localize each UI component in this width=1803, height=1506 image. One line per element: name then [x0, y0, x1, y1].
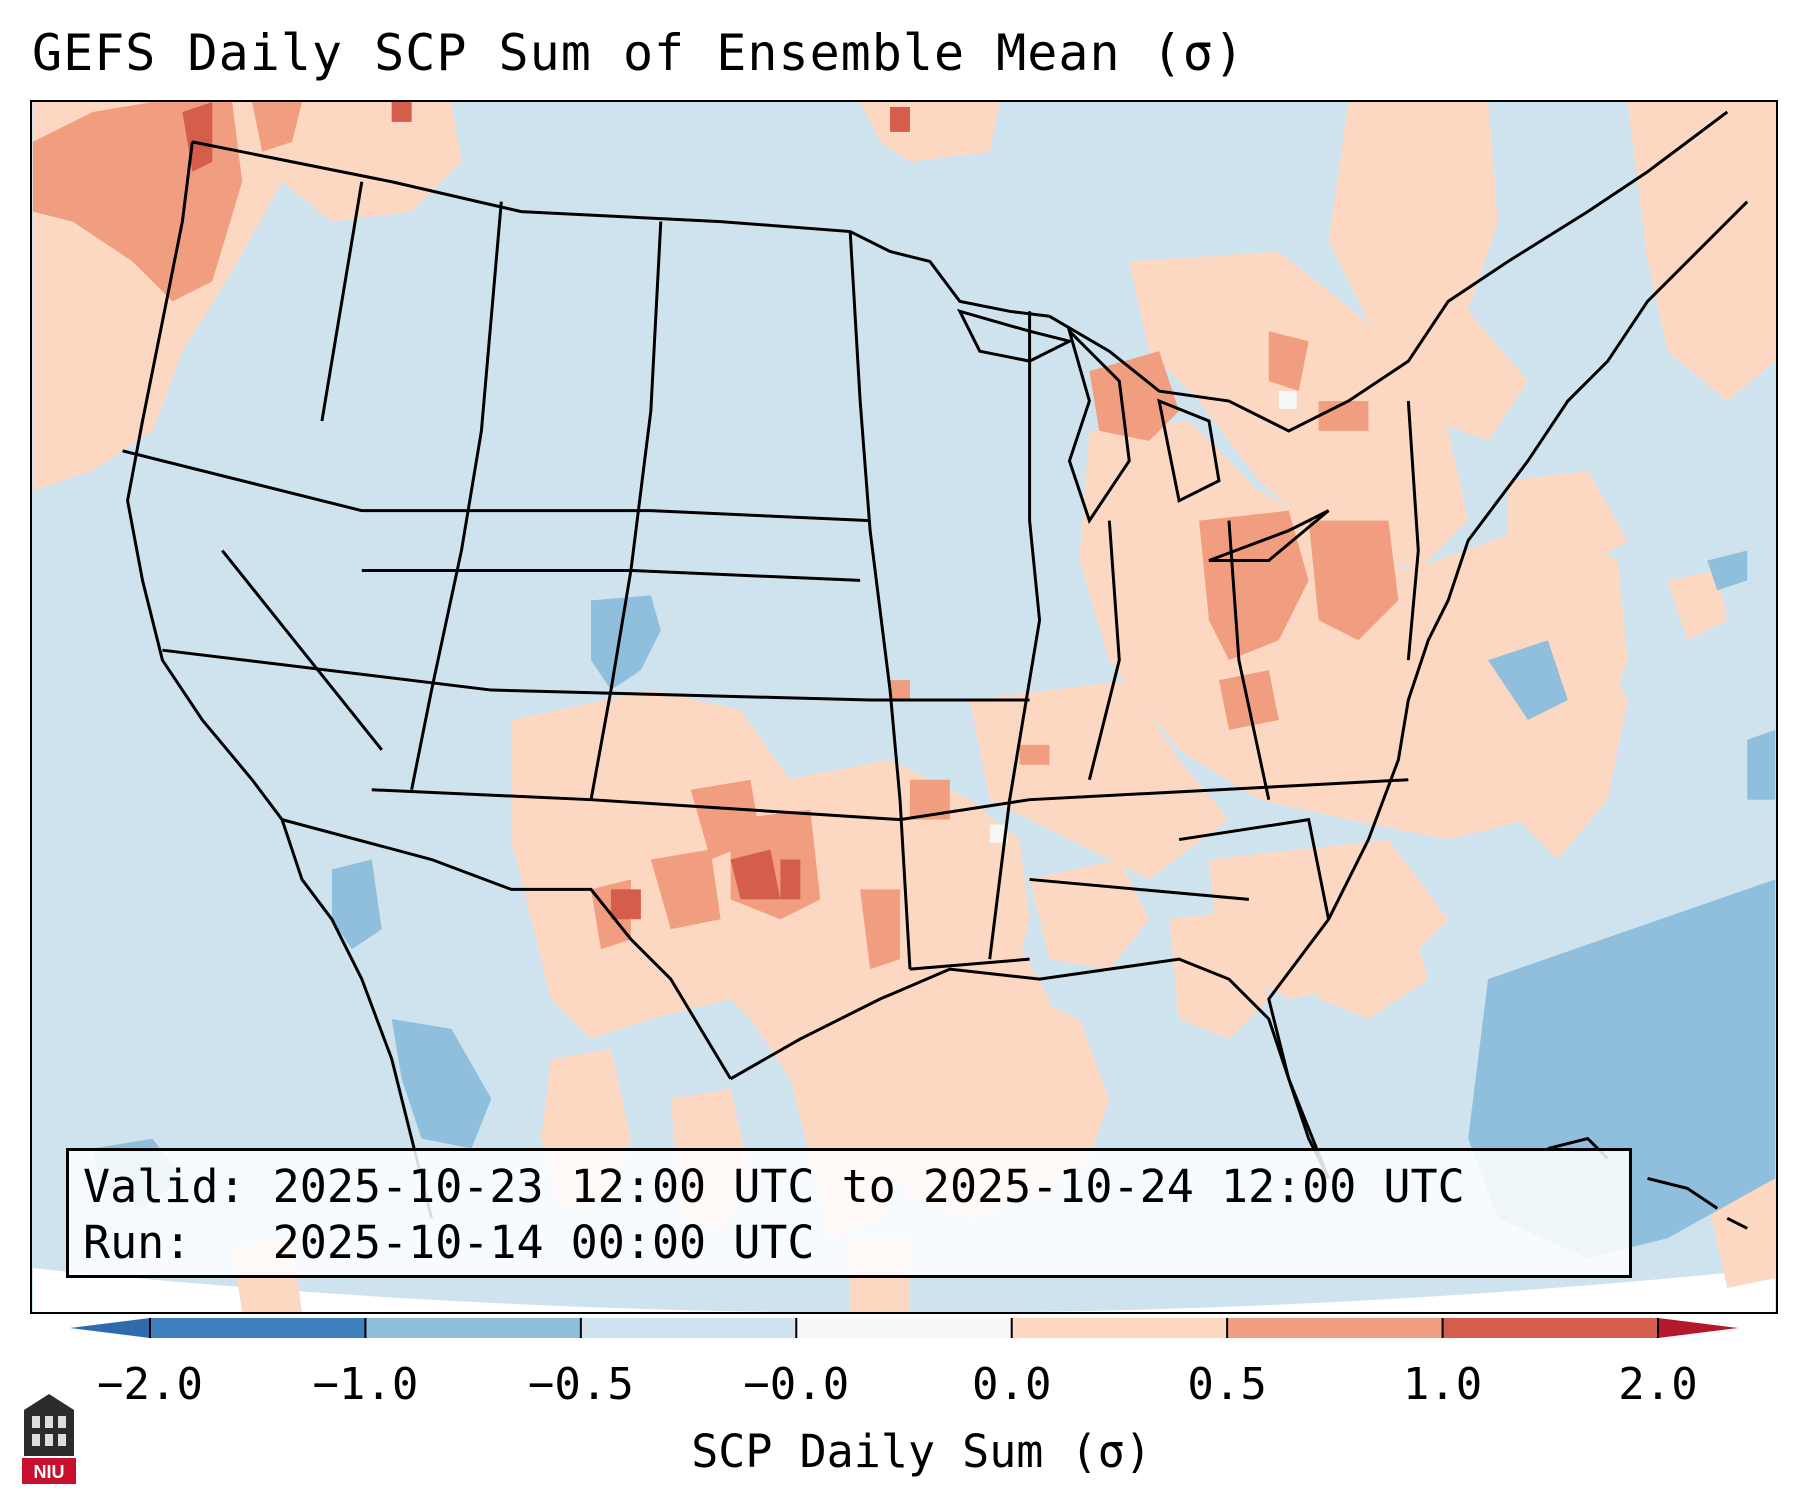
state-line: [162, 648, 1030, 702]
lake-huron: [1157, 398, 1221, 503]
state-line: [361, 568, 861, 582]
state-line: [848, 231, 912, 970]
state-line: [1087, 520, 1121, 781]
valid-time-line: Valid: 2025-10-23 12:00 UTC to 2025-10-2…: [83, 1160, 1465, 1213]
colorbar: [70, 1318, 1738, 1338]
state-line: [1029, 877, 1249, 901]
colorbar-tick-label: −0.5: [527, 1359, 634, 1410]
state-line: [1406, 400, 1420, 661]
state-line: [1178, 817, 1331, 920]
map-panel: [30, 100, 1778, 1314]
colorbar-segment: [580, 1318, 797, 1338]
colorbar-tick-marks: [149, 1318, 1659, 1338]
map-outlines: [122, 110, 1749, 1219]
valid-run-info-box: Valid: 2025-10-23 12:00 UTC to 2025-10-2…: [66, 1148, 1632, 1278]
state-line: [371, 778, 1409, 822]
border-us-mexico: [281, 818, 732, 1080]
colorbar-segment: [150, 1318, 366, 1338]
colorbar-extend-low: [70, 1318, 150, 1338]
neutral-anomaly: [989, 391, 1297, 843]
state-line: [909, 957, 1030, 971]
state-line: [1227, 520, 1271, 801]
pacific-coastline: [126, 141, 434, 1219]
colorbar-segment: [796, 1318, 1013, 1338]
state-line: [221, 549, 383, 751]
run-time-line: Run: 2025-10-14 00:00 UTC: [83, 1216, 815, 1269]
lake-michigan: [1066, 326, 1131, 524]
colorbar-segment: [1442, 1318, 1659, 1338]
colorbar-segments: [150, 1318, 1659, 1338]
colorbar-tick-label: 1.0: [1402, 1359, 1483, 1410]
colorbar-tick-label: 2.0: [1618, 1359, 1698, 1410]
border-us-canada-east: [1048, 110, 1729, 433]
border-us-canada-west: [192, 140, 1050, 318]
university-logo-icon: NIU: [22, 1394, 76, 1484]
lake-superior: [956, 308, 1074, 363]
anomaly-map: [32, 102, 1776, 1312]
lake-erie: [1208, 509, 1330, 562]
projection-edge: [32, 1268, 1776, 1312]
atlantic-coastline: [1267, 200, 1749, 1179]
colorbar-extend-high: [1658, 1318, 1738, 1338]
colorbar-tick-label: 0.5: [1187, 1359, 1267, 1410]
colorbar-tick-label: −1.0: [312, 1359, 419, 1410]
colorbar-label: SCP Daily Sum (σ): [691, 1425, 1152, 1478]
colorbar-segment: [1227, 1318, 1444, 1338]
positive-anomaly-medium: [32, 102, 1399, 970]
state-line: [122, 449, 871, 523]
chart-title: GEFS Daily SCP Sum of Ensemble Mean (σ): [32, 24, 1245, 82]
colorbar-tick-label: −0.0: [743, 1359, 850, 1410]
colorbar-segment: [365, 1318, 582, 1338]
colorbar-segment: [1011, 1318, 1228, 1338]
state-line: [988, 311, 1042, 960]
state-line: [320, 181, 364, 422]
colorbar-tick-label: 0.0: [971, 1359, 1052, 1410]
colorbar-tick-label: −2.0: [97, 1359, 203, 1410]
logo-text: NIU: [34, 1462, 65, 1482]
state-line: [410, 201, 503, 791]
